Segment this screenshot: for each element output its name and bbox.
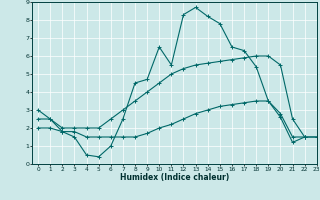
X-axis label: Humidex (Indice chaleur): Humidex (Indice chaleur) [120, 173, 229, 182]
